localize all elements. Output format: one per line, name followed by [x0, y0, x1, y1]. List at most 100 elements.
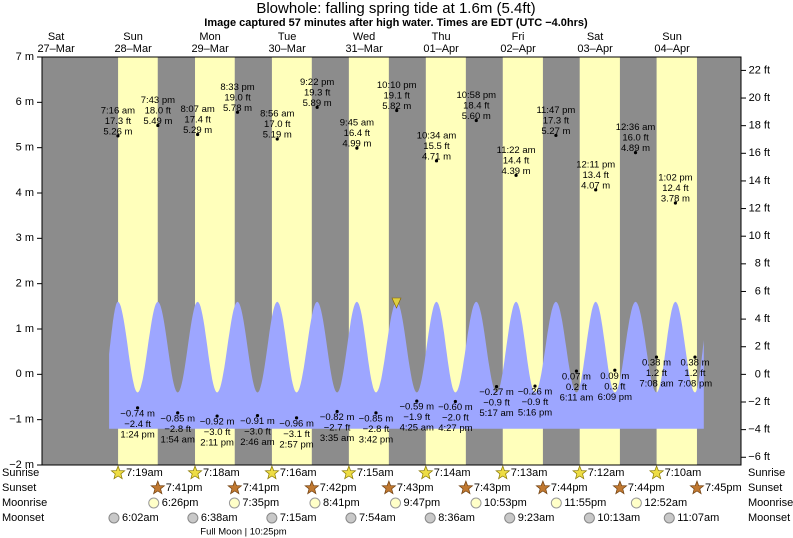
moonset-icon: [583, 512, 595, 524]
tide-label: 9:45 am: [340, 118, 374, 129]
tide-label: 5.60 m: [462, 111, 491, 122]
tide-label: 11:47 pm: [536, 105, 575, 116]
tide-label: 0.2 ft: [566, 382, 587, 393]
tide-label: −0.85 m: [359, 413, 394, 424]
moonset-time: 8:36am: [438, 512, 475, 524]
moonrise-icon: [148, 497, 160, 509]
tide-label: 5.49 m: [143, 116, 172, 127]
sunset-time: 7:43pm: [397, 482, 434, 494]
sunrise-icon: [648, 465, 665, 480]
row-label-right: Moonrise: [748, 497, 793, 509]
y2-tick-label: 20 ft: [749, 92, 770, 104]
y-tick-label: −1 m: [9, 414, 34, 426]
tide-label: 5.26 m: [103, 126, 132, 137]
day-weekday: Mon: [199, 31, 220, 43]
moonset-time: 10:13am: [597, 512, 640, 524]
moonset-icon: [504, 512, 516, 524]
moonset-time: 7:15am: [280, 512, 317, 524]
day-date: 29–Mar: [191, 43, 229, 55]
sunrise-icon: [418, 465, 434, 480]
tide-point: [196, 132, 200, 137]
y2-tick-label: −2 ft: [748, 396, 770, 408]
tide-label: 4.71 m: [422, 151, 451, 162]
moonrise-icon: [228, 497, 240, 509]
sunrise-time: 7:19am: [126, 467, 163, 479]
tide-label: 18.0 ft: [145, 105, 172, 116]
tide-point: [494, 384, 499, 389]
tide-point: [574, 369, 579, 373]
y2-tick-label: 12 ft: [749, 202, 770, 214]
tide-label: 8:07 am: [180, 104, 214, 115]
tide-label: 7:08 pm: [678, 379, 712, 390]
sunset-time: 7:43pm: [474, 482, 511, 494]
tide-label: 1:54 am: [161, 434, 195, 445]
tide-label: 5.82 m: [382, 101, 411, 112]
tide-label: −3.0 ft: [244, 427, 271, 438]
sunset-icon: [458, 480, 474, 495]
moonrise-time: 11:55pm: [564, 497, 606, 509]
moonset-icon: [345, 512, 357, 524]
day-date: 31–Mar: [345, 43, 383, 55]
moonset-icon: [424, 512, 436, 524]
tide-label: 0.38 m: [680, 358, 709, 369]
moonrise-icon: [309, 497, 321, 509]
sunset-icon: [304, 480, 320, 495]
tide-label: 5:17 am: [479, 408, 513, 419]
tide-label: −0.82 m: [320, 412, 355, 423]
tide-point: [255, 413, 260, 418]
sunset-time: 7:44pm: [628, 482, 665, 494]
tide-point: [395, 108, 399, 113]
moonrise-icon: [630, 497, 642, 509]
tide-label: 0.07 m: [562, 372, 591, 383]
tide-label: 18.4 ft: [463, 100, 490, 111]
sunset-icon: [612, 480, 628, 495]
sunset-icon: [535, 480, 551, 495]
tide-label: 19.3 ft: [304, 87, 331, 98]
tide-label: −0.26 m: [518, 387, 553, 398]
tide-label: 4:25 am: [400, 423, 434, 434]
sunrise-time: 7:15am: [357, 467, 394, 479]
moonset-time: 11:07am: [677, 512, 719, 524]
tide-label: 10:58 pm: [456, 90, 496, 101]
chart-title: Blowhole: falling spring tide at 1.6m (5…: [256, 0, 535, 17]
tide-label: 5.89 m: [303, 98, 332, 109]
sunset-time: 7:42pm: [320, 482, 357, 494]
now-marker: [391, 297, 402, 309]
tide-point: [235, 110, 240, 114]
sunrise-icon: [341, 465, 357, 480]
sunset-time: 7:44pm: [551, 482, 588, 494]
tide-point: [156, 123, 160, 128]
plot-frame: [41, 56, 742, 466]
row-label-right: Sunset: [748, 482, 782, 494]
tide-label: 10:34 am: [417, 130, 457, 141]
tide-label: −2.4 ft: [124, 419, 151, 430]
y2-tick-label: 8 ft: [755, 258, 770, 270]
tide-point: [116, 134, 120, 138]
tide-label: 6:09 pm: [598, 392, 632, 403]
y2-tick-label: −6 ft: [748, 451, 770, 463]
day-weekday: Sun: [662, 31, 682, 43]
moonrise-icon: [389, 497, 401, 509]
tide-label: 19.0 ft: [224, 92, 251, 103]
tide-label: 1.2 ft: [684, 368, 705, 379]
tide-label: 1:02 pm: [658, 172, 692, 183]
tide-point: [335, 409, 339, 414]
tide-label: 6:11 am: [560, 393, 594, 404]
y-tick-label: 2 m: [16, 278, 34, 290]
y2-tick-label: −4 ft: [748, 424, 770, 436]
tide-label: 2:11 pm: [200, 438, 234, 449]
tide-label: −3.0 ft: [204, 427, 231, 438]
moonset-icon: [187, 512, 199, 524]
sunrise-time: 7:12am: [588, 467, 625, 479]
row-label-left: Sunrise: [2, 467, 39, 479]
tide-label: −3.1 ft: [283, 429, 310, 440]
row-label-right: Moonset: [748, 512, 790, 524]
y2-tick-label: 6 ft: [755, 285, 770, 297]
day-date: 28–Mar: [114, 43, 152, 55]
moonset-icon: [108, 512, 120, 524]
day-date: 02–Apr: [500, 43, 536, 55]
day-weekday: Sun: [123, 31, 143, 43]
tide-label: 12:36 am: [616, 122, 656, 133]
row-label-left: Moonset: [2, 512, 44, 524]
